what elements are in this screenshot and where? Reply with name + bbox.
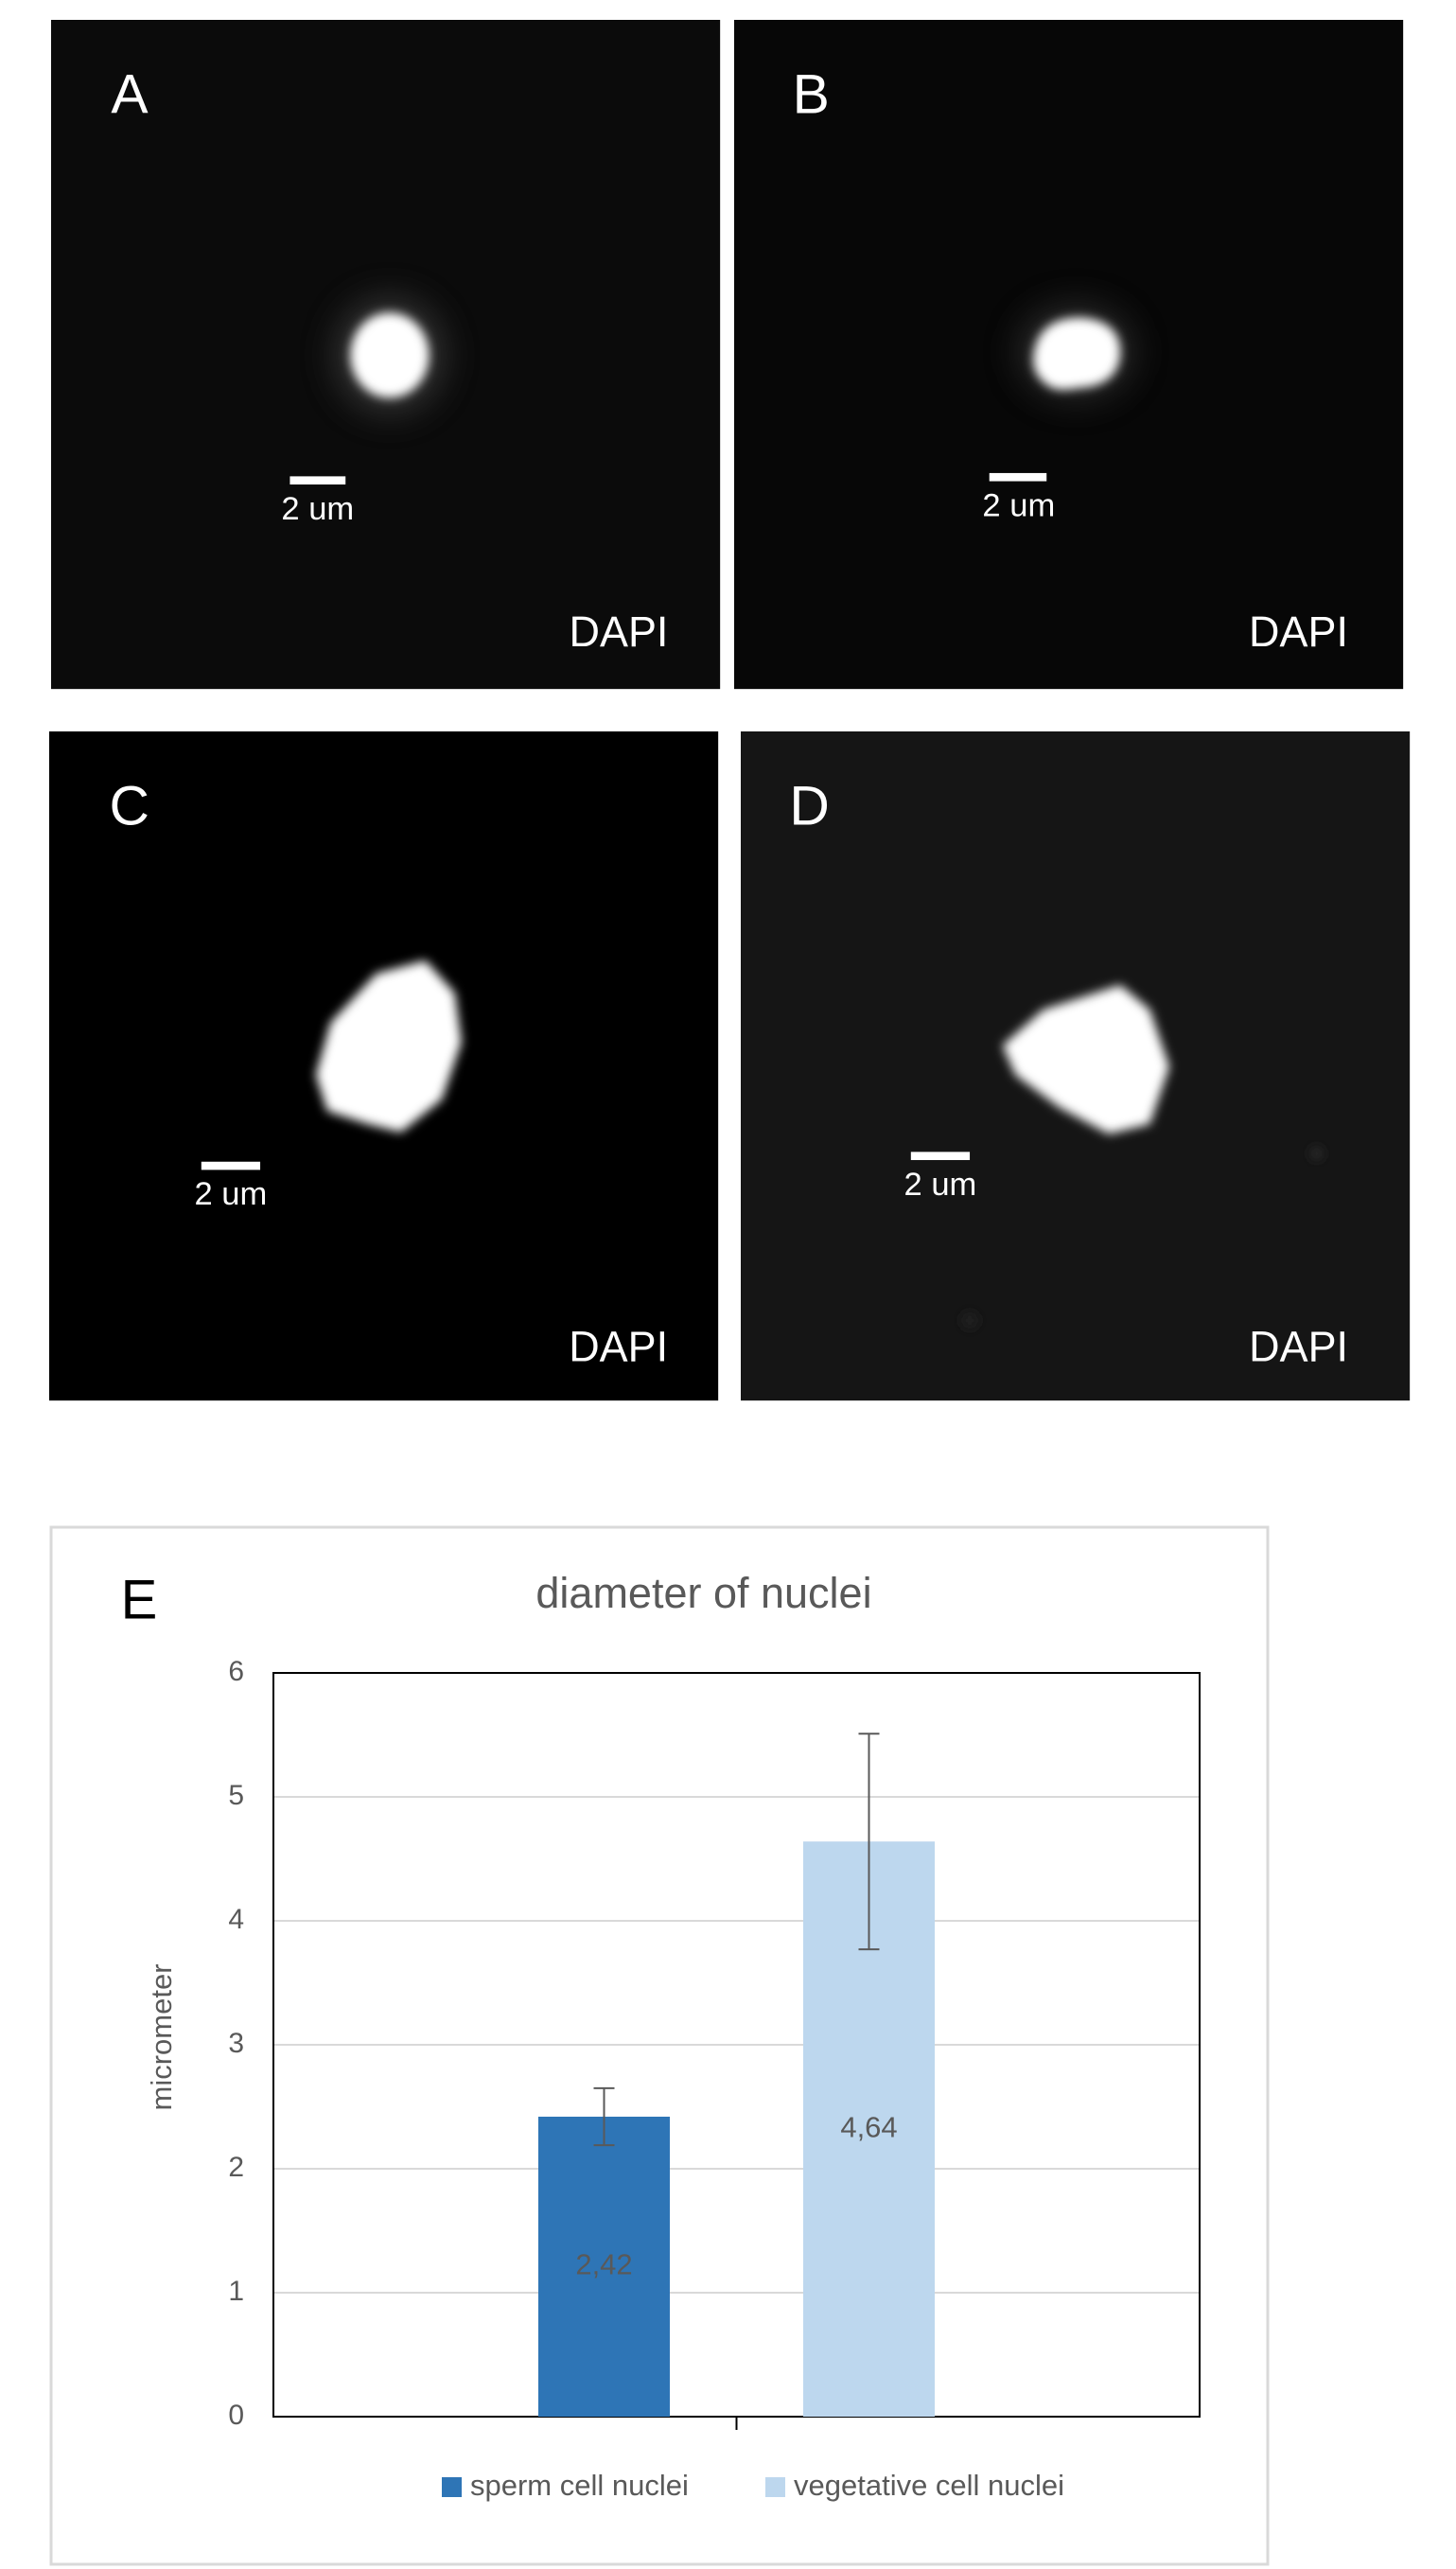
y-tick-label: 6	[228, 1656, 244, 1687]
nucleus	[315, 960, 462, 1133]
panel-d: D 2 um DAPI	[741, 731, 1411, 1401]
panel-c: C 2 um DAPI	[49, 731, 719, 1401]
scale-bar-label: 2 um	[194, 1176, 267, 1212]
speck	[961, 1311, 978, 1329]
legend-swatch	[765, 2477, 785, 2497]
scale-bar-label: 2 um	[904, 1167, 977, 1203]
y-tick-label: 2	[228, 2152, 244, 2183]
y-tick-label: 1	[228, 2276, 244, 2307]
y-tick-label: 0	[228, 2400, 244, 2431]
legend-label: sperm cell nuclei	[470, 2469, 689, 2502]
panel-label: C	[109, 776, 149, 837]
panel-label: E	[121, 1569, 158, 1630]
y-tick-label: 5	[228, 1780, 244, 1811]
panel-label: D	[789, 776, 829, 837]
scale-bar	[989, 472, 1047, 482]
speck	[1309, 1147, 1324, 1160]
bar	[538, 2116, 670, 2417]
data-label: 2,42	[575, 2248, 632, 2281]
error-bar	[593, 2086, 615, 2147]
y-tick-label: 4	[228, 1904, 244, 1935]
error-bar	[858, 1733, 880, 1951]
legend-swatch	[442, 2477, 462, 2497]
panel-label: B	[793, 64, 830, 126]
nucleus	[1033, 317, 1121, 390]
nucleus	[350, 312, 430, 398]
data-label: 4,64	[840, 2110, 897, 2143]
scale-bar-label: 2 um	[982, 487, 1055, 523]
stain-label: DAPI	[1249, 607, 1348, 656]
stain-label: DAPI	[570, 607, 669, 656]
scale-bar	[201, 1161, 261, 1170]
scale-bar-label: 2 um	[281, 491, 354, 527]
chart-title: diameter of nuclei	[535, 1569, 871, 1617]
panel-a: A 2 um DAPI	[51, 20, 721, 690]
panel-label: A	[111, 64, 149, 126]
legend-label: vegetative cell nuclei	[794, 2469, 1064, 2502]
y-tick-label: 3	[228, 2028, 244, 2059]
panel-b: B 2 um DAPI	[734, 20, 1404, 690]
y-axis-label: micrometer	[145, 1963, 178, 2110]
stain-label: DAPI	[569, 1322, 668, 1370]
scale-bar	[910, 1152, 971, 1160]
stain-label: DAPI	[1249, 1322, 1348, 1370]
nucleus	[1002, 984, 1169, 1135]
scale-bar	[289, 476, 346, 485]
